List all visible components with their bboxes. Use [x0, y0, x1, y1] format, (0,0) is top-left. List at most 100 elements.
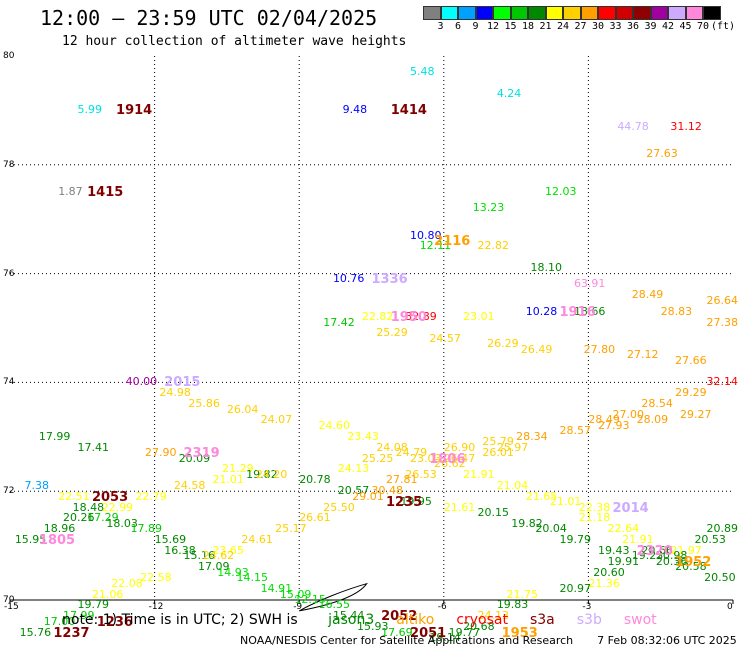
wave-height-label: 26.01: [482, 446, 514, 460]
wave-height-label: 17.99: [38, 429, 71, 443]
pass-time-label: 1805: [38, 533, 76, 549]
wave-height-label: 18.10: [530, 261, 563, 275]
wave-height-label: 19.83: [496, 598, 529, 612]
lat-axis-label: 70: [3, 595, 15, 605]
wave-height-label: 18.66: [573, 304, 606, 318]
scale-swatch: [475, 6, 493, 20]
wave-height-label: 25.79: [482, 435, 514, 449]
scale-swatch: [528, 6, 546, 20]
note-prefix: note: 1) Time is in UTC; 2) SWH is: [62, 612, 298, 628]
scale-swatch: [563, 6, 581, 20]
wave-height-label: 29.29: [675, 386, 707, 400]
wave-height-label: 23.03: [410, 451, 442, 465]
scale-label: 33: [609, 21, 622, 32]
wave-height-label: 28.09: [636, 413, 669, 427]
wave-height-label: 1.87: [58, 185, 83, 198]
scale-swatch: [703, 6, 721, 20]
wave-height-label: 26.47: [443, 451, 476, 465]
wave-height-label: 21.04: [496, 478, 529, 492]
scale-swatch: [650, 6, 668, 20]
pass-time-label: 1235: [385, 495, 423, 511]
source-s3b: s3b: [576, 612, 602, 628]
credit-text: NOAA/NESDIS Center for Satellite Applica…: [240, 634, 574, 647]
wave-height-label: 22.38: [578, 500, 611, 514]
wave-height-label: 20.66: [641, 544, 673, 558]
footer-note: note: 1) Time is in UTC; 2) SWH is jason…: [62, 612, 679, 628]
wave-height-label: 26.64: [706, 293, 739, 307]
scale-label: 18: [521, 21, 535, 32]
wave-height-label: 19.14: [429, 631, 461, 645]
island-outline: [298, 582, 368, 612]
pass-time-label: 2015: [164, 375, 201, 391]
wave-height-label: 24.20: [255, 467, 288, 481]
wave-height-label: 21.65: [525, 489, 558, 503]
wave-height-label: 22.79: [135, 489, 167, 503]
wave-height-label: 21.75: [506, 587, 538, 601]
wave-height-label: 12.11: [419, 239, 452, 253]
pass-time-label: 2320: [636, 544, 673, 560]
scale-swatch: [458, 6, 476, 20]
wave-height-label: 20.26: [63, 511, 95, 525]
wave-height-label: 24.58: [173, 478, 206, 492]
pass-time-label: 1806: [429, 451, 466, 467]
wave-height-label: 17.09: [197, 560, 230, 574]
scale-swatch: [510, 6, 528, 20]
wave-height-label: 13.23: [472, 201, 505, 215]
wave-height-label: 23.01: [463, 310, 495, 324]
source-cryosat: cryosat: [456, 612, 508, 628]
wave-height-label: 21.18: [578, 511, 611, 525]
pass-time-label: 2319: [183, 446, 220, 462]
wave-height-label: 22.58: [140, 571, 172, 585]
wave-height-label: 17.29: [87, 511, 119, 525]
pass-time-label: 1952: [675, 554, 712, 570]
wave-height-label: 19.77: [448, 625, 481, 639]
pass-time-label: 1415: [87, 185, 124, 200]
wave-height-label: 28.49: [588, 413, 620, 427]
pass-time-label: 2052: [381, 609, 418, 625]
wave-height-label: 16.38: [164, 544, 196, 558]
wave-height-label: 17.99: [63, 609, 95, 623]
scale-swatch: [685, 6, 703, 20]
wave-height-label: 14.15: [236, 571, 269, 585]
scale-swatch: [668, 6, 686, 20]
wave-height-label: 26.53: [405, 467, 437, 481]
wave-height-label: 26.61: [299, 511, 331, 525]
wave-height-label: 12.03: [545, 185, 577, 198]
wave-height-label: 23.65: [212, 544, 244, 558]
wave-height-label: 5.99: [77, 103, 102, 117]
wave-height-label: 17.41: [77, 440, 109, 454]
wave-height-label: 40.00: [125, 375, 158, 389]
pass-time-label: 2116: [434, 233, 471, 249]
wave-height-label: 19.23: [631, 549, 664, 563]
wave-height-label: 15.69: [154, 533, 187, 547]
wave-height-label: 17.69: [381, 625, 413, 639]
wave-height-label: 29.27: [679, 408, 712, 422]
wave-height-label: 28.34: [516, 429, 548, 443]
source-jason3: jason3: [328, 612, 375, 628]
wave-height-label: 10.76: [332, 272, 365, 286]
color-scale-legend: [423, 6, 721, 20]
scale-swatch: [545, 6, 563, 20]
wave-height-label: 25.86: [188, 397, 220, 411]
wave-height-label: 25.50: [323, 500, 355, 514]
wave-height-label: 63.91: [573, 277, 606, 291]
wave-height-label: 31.12: [670, 119, 702, 133]
lon-axis-label: -12: [148, 602, 164, 612]
wave-height-label: 22.99: [101, 500, 134, 514]
wave-height-label: 26.62: [434, 457, 466, 470]
wave-height-label: 12.15: [294, 593, 326, 606]
pass-time-label: 1914: [116, 103, 153, 119]
lon-axis-label: -6: [437, 602, 447, 612]
wave-height-label: 27.81: [385, 473, 418, 487]
wave-height-label: 27.66: [675, 353, 707, 367]
wave-height-label: 27.93: [598, 418, 630, 432]
wave-height-label: 4.24: [496, 87, 522, 101]
wave-height-label: 20.36: [655, 554, 688, 568]
wave-height-label: 27.00: [612, 408, 645, 422]
wave-height-label: 28.54: [641, 397, 673, 411]
scale-swatch: [493, 6, 511, 20]
wave-height-label: 21.06: [91, 587, 124, 601]
wave-height-label: 24.08: [376, 440, 408, 454]
wave-height-label: 26.49: [520, 342, 553, 356]
